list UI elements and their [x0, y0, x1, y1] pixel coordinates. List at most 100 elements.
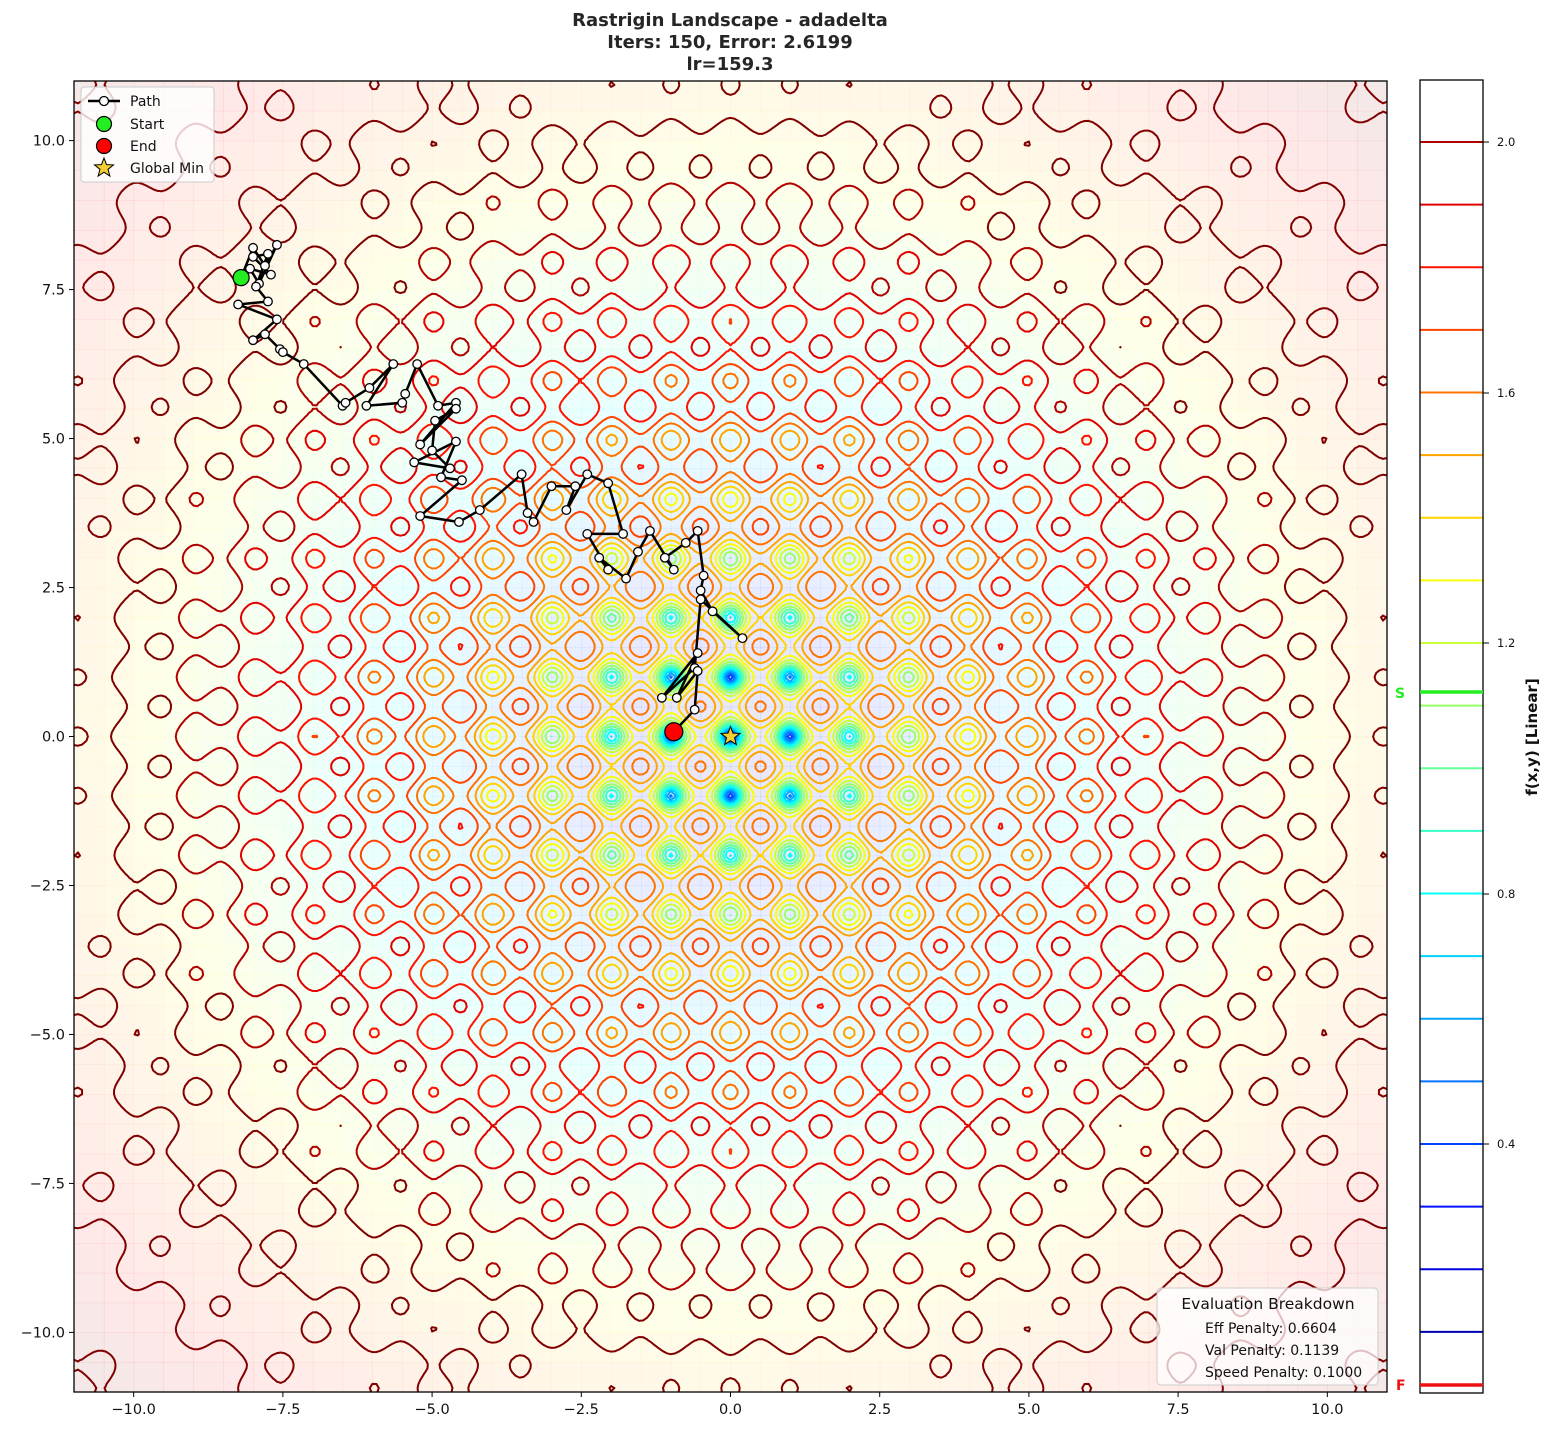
legend-item-global-min: Global Min — [93, 156, 204, 178]
cb-tick-label-1-6: 1.6 — [1497, 386, 1515, 400]
x-tick-label: 0.0 — [719, 1402, 742, 1418]
path-point — [695, 594, 706, 605]
legend: Path Start End Global Min — [80, 86, 215, 183]
path-point — [689, 704, 700, 715]
path-point — [427, 445, 438, 456]
path-point — [692, 525, 703, 536]
contour-level — [297, 303, 1164, 1170]
evaluation-breakdown-box: Evaluation Breakdown Eff Penalty: 0.6604… — [1156, 1287, 1379, 1386]
val-penalty-text: Val Penalty: 0.1139 — [1205, 1343, 1339, 1359]
path-point — [298, 359, 309, 370]
path-point — [707, 606, 718, 617]
colorbar: 2.0 1.6 1.2 0.8 0.4 S F f(x,y) [Linear] — [1395, 79, 1541, 1394]
cb-tick-label-0-8: 0.8 — [1497, 887, 1515, 901]
star-icon — [93, 156, 115, 178]
legend-label-path: Path — [130, 94, 161, 110]
path-point — [277, 347, 288, 358]
x-tick-label: 5.0 — [1017, 1402, 1040, 1418]
global-min-star — [719, 725, 742, 746]
contour-level — [74, 81, 1387, 1392]
contour-level — [236, 243, 1225, 1230]
eval-box-background — [1156, 1287, 1379, 1386]
x-tick-label: −2.5 — [564, 1402, 599, 1418]
x-tick-label: 7.5 — [1167, 1402, 1190, 1418]
end-circle-icon — [95, 137, 113, 155]
contour-level — [174, 181, 1287, 1292]
path-point — [361, 400, 372, 411]
path-point — [516, 469, 527, 480]
path-point — [680, 537, 691, 548]
title-line-3: lr=159.3 — [686, 54, 773, 75]
colorbar-axis-label: f(x,y) [Linear] — [1523, 678, 1541, 795]
contour-level — [479, 485, 982, 988]
path-point — [388, 359, 399, 370]
path-point — [430, 415, 441, 426]
start-marker — [232, 269, 250, 287]
path-point — [248, 242, 258, 253]
path-point — [266, 269, 276, 280]
path-point — [412, 359, 423, 370]
point-markers — [232, 269, 742, 746]
path-point — [737, 633, 748, 644]
path-point — [522, 508, 533, 518]
path-point — [445, 463, 455, 474]
y-tick-label: −2.5 — [30, 878, 65, 894]
x-tick-label: −10.0 — [111, 1402, 155, 1418]
legend-label-start: Start — [130, 117, 165, 133]
y-tick-label: 2.5 — [42, 581, 65, 597]
contour-level — [484, 491, 977, 982]
path-point — [668, 564, 679, 575]
path-point — [409, 457, 420, 468]
path-point — [474, 505, 485, 516]
legend-label-end: End — [130, 139, 157, 155]
cb-tick-label-2-0: 2.0 — [1497, 135, 1515, 149]
path-point — [570, 481, 581, 492]
x-axis: −10.0 −7.5 −5.0 −2.5 0.0 2.5 5.0 7.5 10.0 — [111, 1392, 1343, 1418]
path-point — [692, 648, 703, 659]
path-point — [451, 436, 461, 447]
path-point — [248, 251, 258, 262]
path-point — [695, 585, 706, 596]
path-point — [659, 552, 670, 563]
path-point — [656, 692, 667, 703]
contour-level — [74, 81, 1387, 1392]
colorbar-background — [1420, 80, 1483, 1393]
legend-item-path: Path — [88, 94, 161, 110]
path-point — [271, 239, 282, 250]
path-point — [436, 472, 446, 483]
cb-tick-label-0-4: 0.4 — [1497, 1137, 1515, 1151]
end-marker — [664, 722, 684, 742]
path-point — [233, 299, 244, 310]
y-tick-label: 5.0 — [42, 432, 65, 448]
path-point — [621, 573, 632, 584]
legend-box — [80, 86, 215, 183]
path-point — [644, 525, 655, 536]
y-tick-label: −7.5 — [30, 1176, 65, 1192]
path-point — [633, 546, 643, 557]
path-point — [603, 478, 614, 489]
x-tick-label: 10.0 — [1311, 1402, 1343, 1418]
contour-level — [550, 556, 911, 917]
y-tick-label: 10.0 — [33, 134, 65, 150]
legend-item-start: Start — [95, 115, 165, 133]
path-point — [546, 481, 557, 492]
y-axis: 10.0 7.5 5.0 2.5 0.0 −2.5 −5.0 −7.5 −10.0 — [21, 134, 74, 1341]
speed-penalty-text: Speed Penalty: 0.1000 — [1205, 1365, 1362, 1381]
legend-item-end: End — [95, 137, 157, 155]
path-point — [415, 511, 426, 521]
colorbar-final-label: F — [1396, 1378, 1406, 1394]
path-point — [433, 400, 444, 411]
contour-level — [540, 547, 921, 926]
path-point — [698, 570, 709, 581]
path-point — [245, 263, 256, 274]
path-point — [692, 666, 703, 676]
path-point — [603, 564, 614, 575]
title-line-1: Rastrigin Landscape - adadelta — [572, 10, 888, 31]
path-point — [248, 335, 258, 346]
colorbar-ticks: 2.0 1.6 1.2 0.8 0.4 — [1483, 135, 1515, 1151]
path-point — [561, 505, 572, 516]
colorbar-frame — [1419, 79, 1484, 1394]
path-point — [451, 403, 461, 414]
chart-title: Rastrigin Landscape - adadelta Iters: 15… — [572, 10, 888, 75]
path-point — [582, 469, 593, 480]
